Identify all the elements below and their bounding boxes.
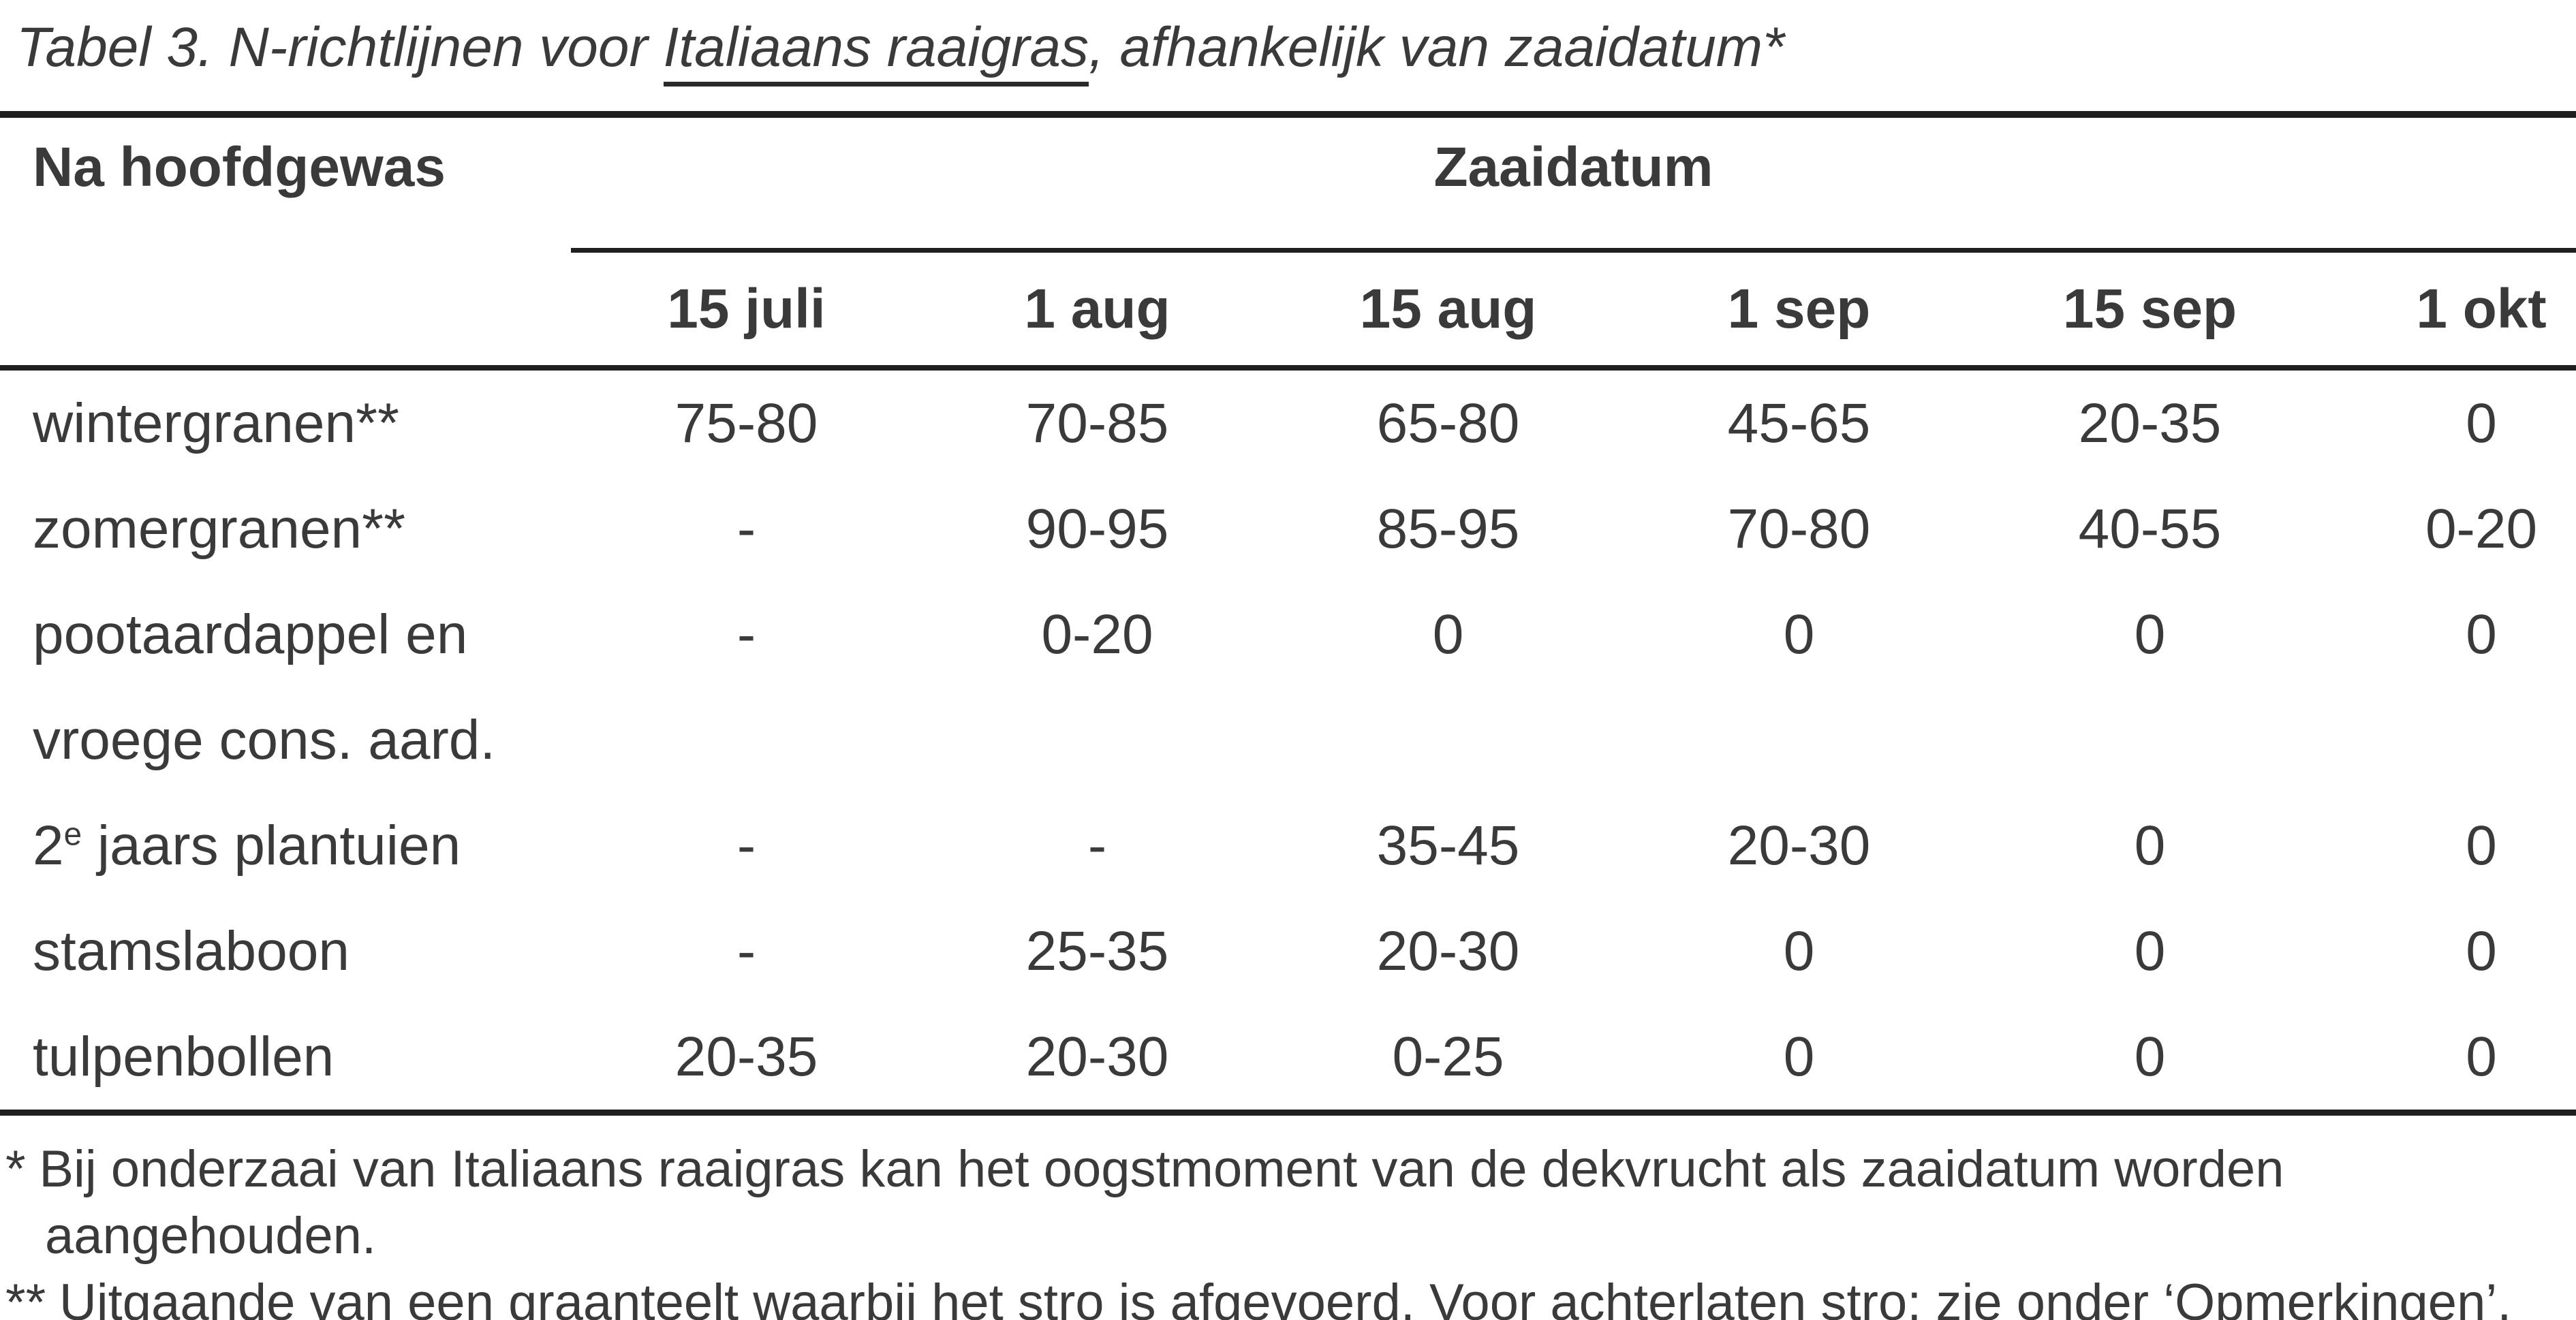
footnotes: * Bij onderzaai van Italiaans raaigras ka… <box>5 1136 2576 1320</box>
table-row: stamslaboon - 25-35 20-30 0 0 0 <box>0 898 2576 1004</box>
crop-label-cell: wintergranen** <box>33 392 399 454</box>
value-cell: 70-80 <box>1727 498 1871 560</box>
header-row-dates: 15 juli 1 aug 15 aug 1 sep 15 sep 1 okt <box>0 250 2576 371</box>
value-cell: 0 <box>1432 603 1464 665</box>
value-cell: 0 <box>1783 603 1815 665</box>
crop-label-cell: pootaardappel en vroege cons. aard. <box>33 603 496 771</box>
value-cell: 20-30 <box>1376 920 1520 982</box>
value-cell: 0 <box>1624 1004 1974 1116</box>
date-col-header: 1 sep <box>1624 250 1974 371</box>
value-cell: 20-30 <box>1727 815 1871 877</box>
value-cell: - <box>736 920 756 982</box>
value-cell: 0 <box>2134 603 2166 665</box>
value-cell: 0 <box>1783 920 1815 982</box>
crop-label-cell: stamslaboon <box>33 920 350 982</box>
date-col-header: 1 okt <box>2325 250 2576 371</box>
row-header-cell: Na hoofdgewas <box>0 114 571 371</box>
crop-label-cell: zomergranen** <box>33 498 405 560</box>
value-cell: 0 <box>2134 920 2166 982</box>
footnote-marker: * <box>5 1140 26 1198</box>
crop-label-cell: tulpenbollen <box>0 1004 571 1116</box>
value-cell: 85-95 <box>1376 498 1520 560</box>
value-cell: 20-30 <box>922 1004 1273 1116</box>
footnote: ** Uitgaande van een graanteelt waarbij h… <box>5 1270 2576 1320</box>
group-header-cell: Zaaidatum <box>571 114 2576 253</box>
crop-label-superscript: e <box>63 816 82 853</box>
value-cell: 0 <box>1974 1004 2325 1116</box>
value-cell: - <box>736 815 756 877</box>
value-cell: 0 <box>2466 603 2497 665</box>
footnote-text: Bij onderzaai van Italiaans raaigras kan… <box>39 1140 2284 1265</box>
header-row-group: Na hoofdgewas Zaaidatum <box>0 114 2576 371</box>
footnote: * Bij onderzaai van Italiaans raaigras ka… <box>5 1136 2576 1270</box>
value-cell: 25-35 <box>1025 920 1169 982</box>
value-cell: 65-80 <box>1376 392 1520 454</box>
value-cell: 0 <box>2466 920 2497 982</box>
value-cell: 20-35 <box>571 1004 922 1116</box>
crop-label-rest: jaars plantuien <box>82 815 461 877</box>
value-cell: 0 <box>2325 1004 2576 1116</box>
table-row: 2e jaars plantuien - - 35-45 20-30 0 0 <box>0 793 2576 898</box>
date-col-header: 1 aug <box>922 250 1273 371</box>
value-cell: - <box>736 498 756 560</box>
value-cell: - <box>1087 815 1107 877</box>
value-cell: 40-55 <box>2078 498 2222 560</box>
crop-label-base: 2 <box>33 815 64 877</box>
table-title-prefix: Tabel 3. N-richtlijnen voor <box>16 16 664 78</box>
table-title-underlined-term: Italiaans raaigras <box>663 16 1089 87</box>
value-cell: 90-95 <box>1025 498 1169 560</box>
value-cell: - <box>736 603 756 665</box>
value-cell: 0-20 <box>1041 603 1153 665</box>
value-cell: 70-85 <box>1025 392 1169 454</box>
table-title-suffix: , afhankelijk van zaaidatum* <box>1088 16 1785 78</box>
value-cell: 0 <box>2466 392 2497 454</box>
value-cell: 0-20 <box>2425 498 2538 560</box>
value-cell: 45-65 <box>1727 392 1871 454</box>
crop-label-cell: 2e jaars plantuien <box>0 793 571 898</box>
date-col-header: 15 aug <box>1273 250 1624 371</box>
value-cell: 0-25 <box>1273 1004 1624 1116</box>
value-cell: 20-35 <box>2078 392 2222 454</box>
value-cell: 35-45 <box>1376 815 1520 877</box>
date-col-header: 15 sep <box>1974 250 2325 371</box>
table-row: zomergranen** - 90-95 85-95 70-80 40-55 … <box>0 476 2576 582</box>
value-cell: 0 <box>2466 815 2497 877</box>
value-cell: 0 <box>2134 815 2166 877</box>
n-guidelines-table: Na hoofdgewas Zaaidatum 15 juli 1 aug 15… <box>0 111 2576 1116</box>
table-row: tulpenbollen 20-35 20-30 0-25 0 0 0 <box>0 1004 2576 1116</box>
footnote-text: Uitgaande van een graanteelt waarbij het… <box>59 1274 2512 1320</box>
date-col-header: 15 juli <box>571 250 922 371</box>
table-row: wintergranen** 75-80 70-85 65-80 45-65 2… <box>0 368 2576 476</box>
footnote-marker: ** <box>5 1274 46 1320</box>
table-row: pootaardappel en vroege cons. aard. - 0-… <box>0 582 2576 793</box>
value-cell: 75-80 <box>674 392 818 454</box>
table-title: Tabel 3. N-richtlijnen voor Italiaans ra… <box>16 10 2576 87</box>
